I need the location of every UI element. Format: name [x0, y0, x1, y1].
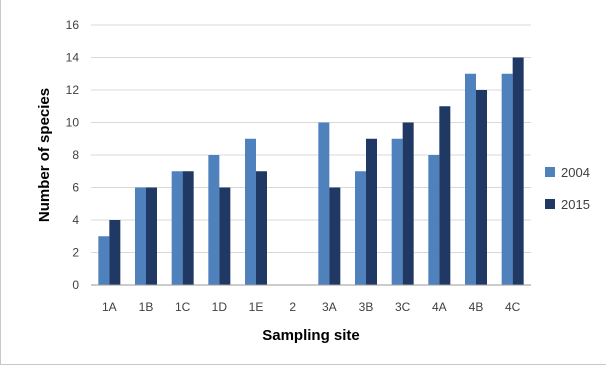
x-tick-label: 3C: [395, 300, 411, 314]
x-tick-label: 4C: [505, 300, 521, 314]
bar-2004-1D: [208, 155, 220, 285]
bar-2004-4C: [501, 73, 513, 285]
y-tick-label: 4: [72, 213, 79, 227]
x-tick-label: 4B: [469, 300, 484, 314]
x-axis-title: Sampling site: [262, 327, 360, 344]
bar-2015-1E: [256, 171, 267, 285]
bar-2015-1D: [219, 187, 231, 285]
bar-2015-1B: [146, 187, 157, 285]
x-axis-ticks: 1A 1B 1C 1D 1E 2 3A 3B 3C 4A 4B 4C: [102, 300, 521, 314]
bar-2015-3C: [402, 122, 414, 285]
bar-2004-1A: [98, 236, 110, 285]
bar-2015-4C: [512, 57, 524, 285]
x-tick-label: 3B: [359, 300, 374, 314]
bar-2015-4B: [476, 90, 487, 285]
bar-2015-4A: [439, 106, 451, 285]
legend-label-2015: 2015: [561, 197, 590, 212]
bar-2004-3B: [355, 171, 366, 285]
bar-2004-1C: [171, 171, 183, 285]
x-tick-label: 1E: [249, 300, 264, 314]
x-tick-label: 1B: [139, 300, 154, 314]
legend-swatch-2004: [545, 167, 555, 177]
x-tick-label: 2: [289, 300, 296, 314]
bar-2015-3A: [329, 187, 341, 285]
bar-2004-4B: [465, 73, 476, 285]
bar-2004-3C: [391, 138, 403, 285]
bar-2004-4A: [428, 155, 440, 285]
y-tick-label: 0: [72, 278, 79, 292]
legend-swatch-2015: [545, 199, 555, 209]
y-tick-label: 14: [66, 51, 80, 65]
x-tick-label: 1A: [102, 300, 117, 314]
y-tick-label: 12: [66, 83, 80, 97]
y-tick-label: 2: [72, 246, 79, 260]
y-tick-label: 16: [66, 18, 80, 32]
bars: [98, 57, 524, 285]
bar-2004-1E: [245, 138, 256, 285]
y-axis-title: Number of species: [36, 88, 53, 222]
x-tick-label: 1D: [212, 300, 228, 314]
gridlines: [91, 24, 531, 253]
y-axis-ticks: 0 2 4 6 8 10 12 14 16: [66, 18, 80, 292]
bar-2004-3A: [318, 122, 330, 285]
bar-2015-1A: [109, 220, 121, 285]
bar-2015-1C: [182, 171, 194, 285]
legend: 2004 2015: [545, 165, 590, 212]
y-tick-label: 8: [72, 148, 79, 162]
y-tick-label: 10: [66, 116, 80, 130]
bar-2004-1B: [135, 187, 146, 285]
x-tick-label: 4A: [432, 300, 447, 314]
y-tick-label: 6: [72, 181, 79, 195]
x-tick-label: 3A: [322, 300, 337, 314]
bar-2015-3B: [366, 138, 377, 285]
legend-label-2004: 2004: [561, 165, 590, 180]
x-tick-label: 1C: [175, 300, 191, 314]
